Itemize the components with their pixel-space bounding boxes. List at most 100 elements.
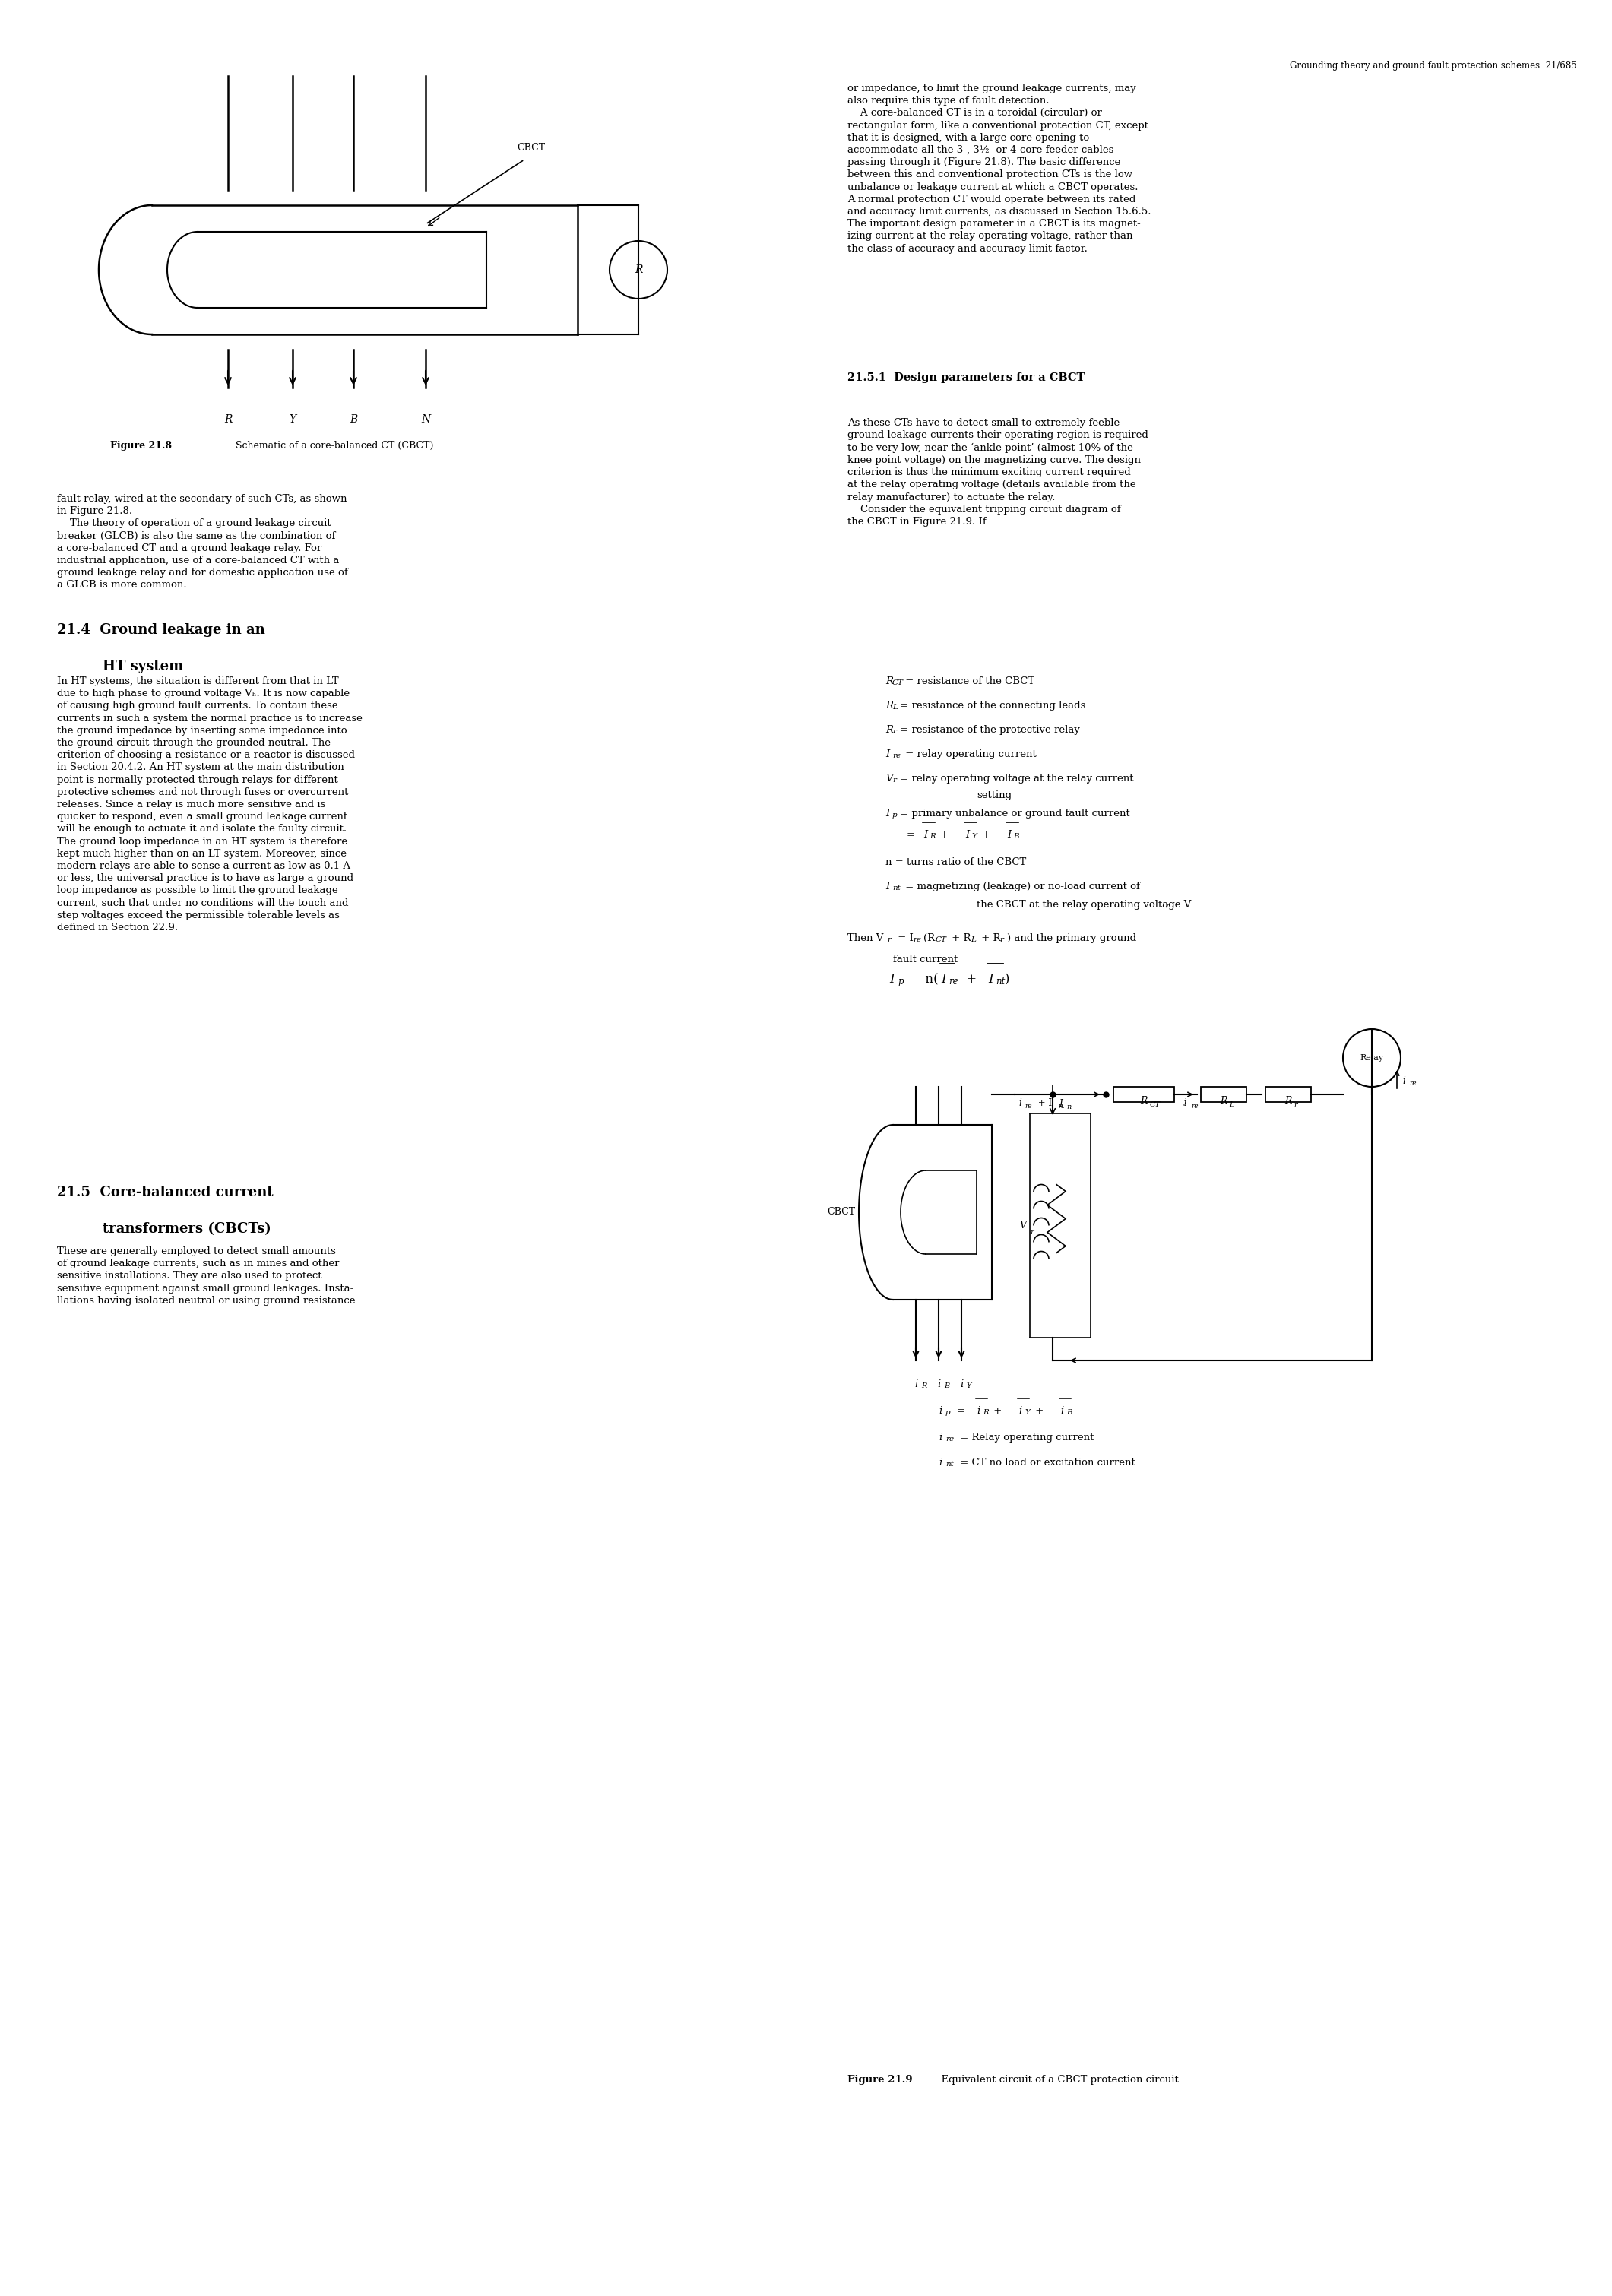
- Text: fault relay, wired at the secondary of such CTs, as shown
in Figure 21.8.
    Th: fault relay, wired at the secondary of s…: [56, 494, 348, 590]
- FancyBboxPatch shape: [1201, 1086, 1246, 1102]
- FancyBboxPatch shape: [1114, 1086, 1174, 1102]
- Text: In HT systems, the situation is different from that in LT
due to high phase to g: In HT systems, the situation is differen…: [56, 677, 363, 932]
- Text: n.: n.: [1057, 1102, 1064, 1109]
- Text: i: i: [938, 1405, 941, 1417]
- Text: R: R: [1140, 1095, 1148, 1107]
- Text: I: I: [885, 748, 890, 760]
- Text: R: R: [920, 1382, 927, 1389]
- Text: i: i: [914, 1380, 917, 1389]
- Text: i: i: [977, 1405, 980, 1417]
- Text: = resistance of the CBCT: = resistance of the CBCT: [903, 677, 1035, 687]
- Text: B: B: [350, 413, 358, 425]
- Text: I: I: [966, 829, 969, 840]
- Text: r: r: [1030, 1228, 1033, 1235]
- Text: p: p: [898, 976, 903, 987]
- Text: p: p: [946, 1410, 951, 1417]
- Text: i: i: [938, 1458, 941, 1467]
- Text: CT: CT: [1149, 1102, 1161, 1109]
- Text: R: R: [930, 833, 935, 840]
- Text: I: I: [885, 882, 890, 891]
- Text: =: =: [906, 829, 919, 840]
- Text: Y: Y: [967, 1382, 972, 1389]
- Text: L: L: [1228, 1102, 1233, 1109]
- Text: Schematic of a core-balanced CT (CBCT): Schematic of a core-balanced CT (CBCT): [235, 441, 434, 450]
- Text: + R: + R: [948, 932, 970, 944]
- Text: ): ): [1004, 974, 1009, 985]
- Text: I: I: [1008, 829, 1011, 840]
- Text: R: R: [885, 700, 893, 712]
- Text: R: R: [635, 264, 643, 276]
- Text: ) and the primary ground: ) and the primary ground: [1008, 932, 1136, 944]
- Text: I: I: [1059, 1100, 1062, 1109]
- Text: = relay operating voltage at the relay current: = relay operating voltage at the relay c…: [898, 774, 1133, 783]
- Text: r: r: [893, 728, 896, 735]
- Text: .i: .i: [1182, 1097, 1188, 1109]
- Text: Y: Y: [972, 833, 977, 840]
- Text: r: r: [1293, 1102, 1298, 1109]
- Text: + I: + I: [1035, 1097, 1053, 1109]
- Text: re: re: [948, 976, 958, 987]
- Text: R: R: [224, 413, 232, 425]
- Text: p: p: [893, 813, 898, 820]
- Text: i: i: [1061, 1405, 1064, 1417]
- Text: setting: setting: [977, 790, 1012, 801]
- Text: B: B: [945, 1382, 949, 1389]
- Text: Y: Y: [289, 413, 297, 425]
- Text: +: +: [937, 829, 949, 840]
- Text: CT: CT: [893, 680, 904, 687]
- Text: re: re: [893, 753, 901, 760]
- Text: N: N: [421, 413, 430, 425]
- Text: r: r: [999, 937, 1003, 944]
- Text: These are generally employed to detect small amounts
of ground leakage currents,: These are generally employed to detect s…: [56, 1247, 355, 1306]
- Text: 21.5.1  Design parameters for a CBCT: 21.5.1 Design parameters for a CBCT: [848, 372, 1085, 383]
- Text: + R: + R: [978, 932, 1001, 944]
- Text: n = turns ratio of the CBCT: n = turns ratio of the CBCT: [885, 856, 1027, 868]
- Text: L: L: [970, 937, 975, 944]
- Text: re: re: [946, 1435, 954, 1442]
- Text: I: I: [890, 974, 895, 985]
- Text: n: n: [1066, 1104, 1070, 1111]
- Text: i: i: [937, 1380, 940, 1389]
- Text: V: V: [885, 774, 893, 783]
- Text: R: R: [983, 1410, 988, 1417]
- Text: = relay operating current: = relay operating current: [903, 748, 1037, 760]
- Text: Relay: Relay: [1361, 1054, 1383, 1061]
- Text: re: re: [1191, 1102, 1198, 1109]
- Text: +: +: [990, 1405, 1006, 1417]
- Text: R: R: [885, 726, 893, 735]
- Text: +: +: [1032, 1405, 1046, 1417]
- Text: r: r: [893, 776, 896, 783]
- Text: i: i: [938, 1433, 941, 1442]
- Text: Figure 21.8: Figure 21.8: [110, 441, 172, 450]
- Text: nt: nt: [946, 1460, 954, 1467]
- Text: Y: Y: [1025, 1410, 1030, 1417]
- Text: 21.5  Core-balanced current: 21.5 Core-balanced current: [56, 1185, 274, 1199]
- Text: CBCT: CBCT: [517, 142, 545, 154]
- Text: re: re: [1409, 1081, 1417, 1088]
- Text: re: re: [912, 937, 920, 944]
- Text: I: I: [924, 829, 927, 840]
- Text: R: R: [1220, 1095, 1227, 1107]
- Text: HT system: HT system: [103, 659, 184, 673]
- Text: re: re: [1025, 1102, 1032, 1109]
- Text: (R: (R: [924, 932, 935, 944]
- Text: I: I: [885, 808, 890, 820]
- Text: fault current: fault current: [893, 955, 958, 964]
- Text: +: +: [978, 829, 990, 840]
- Text: i: i: [1402, 1077, 1406, 1086]
- Text: =: =: [954, 1405, 969, 1417]
- Text: V: V: [1019, 1221, 1025, 1231]
- Text: = magnetizing (leakage) or no-load current of: = magnetizing (leakage) or no-load curre…: [903, 882, 1140, 891]
- Text: r: r: [1165, 902, 1169, 909]
- Text: Then V: Then V: [848, 932, 883, 944]
- Text: I: I: [988, 974, 993, 985]
- Text: B: B: [1066, 1410, 1072, 1417]
- Text: or impedance, to limit the ground leakage currents, may
also require this type o: or impedance, to limit the ground leakag…: [848, 83, 1151, 253]
- Text: = n(: = n(: [906, 974, 938, 985]
- Text: = CT no load or excitation current: = CT no load or excitation current: [958, 1458, 1135, 1467]
- Text: L: L: [893, 705, 898, 712]
- Text: i: i: [1019, 1097, 1022, 1109]
- FancyBboxPatch shape: [1265, 1086, 1311, 1102]
- Text: = I: = I: [895, 932, 914, 944]
- Text: = Relay operating current: = Relay operating current: [958, 1433, 1095, 1442]
